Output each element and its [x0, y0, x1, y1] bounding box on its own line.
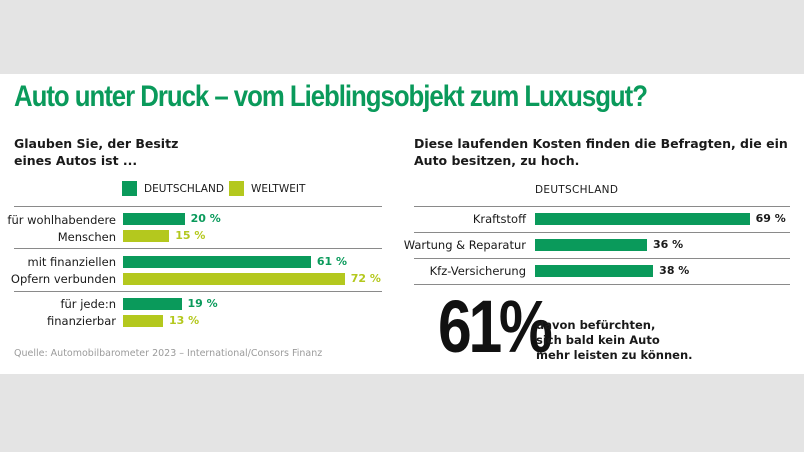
right-category-label: Kraftstoff: [472, 212, 526, 226]
highlight-number: 61%: [438, 285, 553, 368]
right-subtitle-line: Diese laufenden Kosten finden die Befrag…: [414, 136, 788, 151]
bar-deutschland-0: [123, 213, 185, 225]
left-subtitle-line: eines Autos ist ...: [14, 153, 138, 168]
legend-swatch-deutschland: [122, 181, 137, 196]
bar-deutschland-1: [123, 256, 311, 268]
category-line: mit finanziellen: [27, 255, 117, 269]
category-line: finanzierbar: [47, 314, 116, 328]
highlight-line: sich bald kein Auto: [536, 333, 660, 347]
category-line: Menschen: [57, 230, 116, 244]
left-subtitle-line: Glauben Sie, der Besitz: [14, 136, 179, 151]
value-label-cost-2: 38 %: [659, 264, 690, 277]
bar-cost-1: [535, 239, 647, 251]
left-rule-3: [14, 291, 382, 292]
right-series-header: DEUTSCHLAND: [535, 184, 619, 196]
legend-label-deutschland: DEUTSCHLAND: [144, 183, 224, 195]
value-label-deutschland-2: 19 %: [187, 297, 218, 310]
left-category-label: mit finanziellen Opfern verbunden: [0, 254, 116, 288]
right-rule-1: [414, 206, 790, 207]
right-rule-2: [414, 232, 790, 233]
value-label-cost-0: 69 %: [755, 212, 786, 225]
legend-label-weltweit: WELTWEIT: [251, 183, 306, 195]
right-category-label: Wartung & Reparatur: [403, 238, 526, 252]
left-rule-1: [14, 206, 382, 207]
bar-weltweit-1: [123, 273, 345, 285]
highlight-line: davon befürchten,: [536, 318, 656, 332]
value-label-deutschland-1: 61 %: [316, 255, 348, 268]
highlight-text: davon befürchten, sich bald kein Auto me…: [536, 318, 693, 363]
left-rule-2: [14, 248, 382, 249]
right-category-label: Kfz-Versicherung: [429, 264, 526, 278]
value-label-weltweit-1: 72 %: [350, 272, 381, 285]
bar-cost-2: [535, 265, 654, 277]
bar-deutschland-2: [123, 298, 182, 310]
left-category-label: für wohlhabendere Menschen: [0, 212, 116, 246]
bar-weltweit-0: [123, 230, 170, 242]
value-label-deutschland-0: 20 %: [190, 212, 221, 225]
left-chart-subtitle: Glauben Sie, der Besitz eines Autos ist …: [14, 135, 178, 169]
category-line: für wohlhabendere: [7, 213, 116, 227]
category-line: für jede:n: [60, 297, 116, 311]
legend-swatch-weltweit: [229, 181, 244, 196]
right-chart-subtitle: Diese laufenden Kosten finden die Befrag…: [414, 135, 788, 169]
page-title: Auto unter Druck – vom Lieblingsobjekt z…: [14, 80, 648, 113]
value-label-weltweit-2: 13 %: [169, 314, 200, 327]
source-note: Quelle: Automobilbarometer 2023 – Intern…: [14, 348, 323, 359]
right-rule-4: [414, 284, 790, 285]
bar-cost-0: [535, 213, 750, 225]
left-category-label: für jede:n finanzierbar: [0, 296, 116, 330]
highlight-line: mehr leisten zu können.: [536, 348, 693, 362]
right-subtitle-line: Auto besitzen, zu hoch.: [414, 153, 580, 168]
value-label-cost-1: 36 %: [652, 238, 684, 251]
value-label-weltweit-0: 15 %: [175, 229, 206, 242]
category-line: Opfern verbunden: [10, 272, 116, 286]
bar-weltweit-2: [123, 315, 164, 327]
right-rule-3: [414, 258, 790, 259]
